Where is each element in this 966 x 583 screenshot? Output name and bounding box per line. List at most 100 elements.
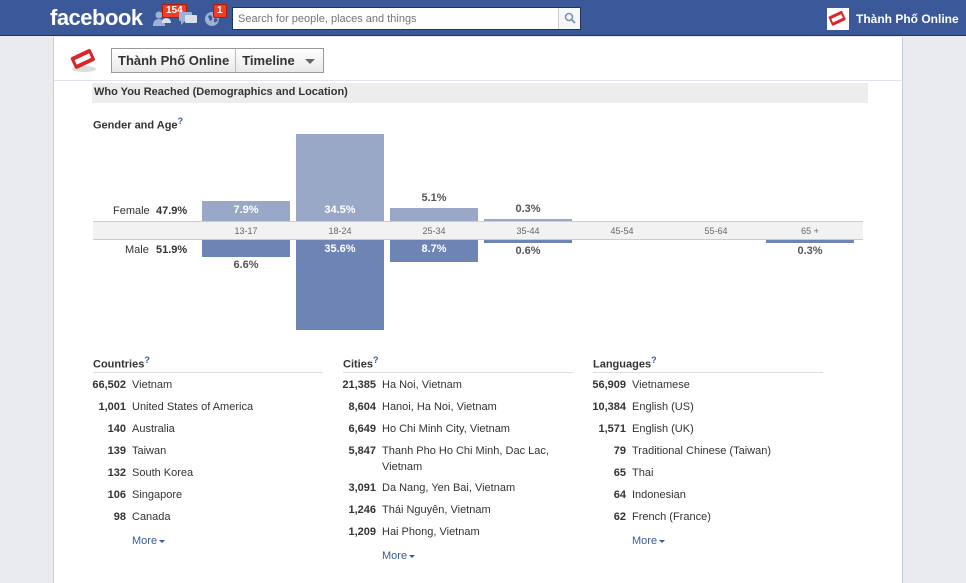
list-item: 65 Thai — [588, 461, 823, 483]
search-button[interactable] — [558, 8, 580, 29]
countries-more-link[interactable]: More — [132, 535, 323, 547]
item-count: 3,091 — [348, 482, 376, 494]
gender-age-chart: Female 47.9% Male 51.9% 13-17 7.9% 6.6% 18-… — [54, 37, 902, 583]
male-bar-label: 6.6% — [233, 258, 259, 271]
help-icon[interactable]: ? — [177, 116, 184, 126]
female-bar[interactable] — [484, 219, 572, 221]
item-label: French (France) — [632, 511, 711, 523]
list-item: 1,001 United States of America — [88, 395, 323, 417]
male-bar[interactable] — [202, 240, 290, 257]
cities-more-link[interactable]: More — [382, 550, 573, 562]
item-label: South Korea — [132, 467, 194, 479]
item-label: Vietnamese — [632, 379, 690, 391]
item-label: Vietnam — [132, 379, 173, 391]
item-label: Thái Nguyên, Vietnam — [382, 504, 491, 516]
tag-logo-icon — [70, 49, 96, 72]
item-count: 6,649 — [348, 423, 376, 435]
help-icon[interactable]: ? — [144, 355, 150, 365]
female-bar[interactable] — [202, 201, 290, 221]
male-bar-label: 0.3% — [797, 245, 823, 257]
item-label: Canada — [132, 511, 171, 523]
item-count: 79 — [613, 445, 626, 457]
search-icon — [564, 12, 576, 24]
list-item: 1,209 Hai Phong, Vietnam — [338, 520, 573, 542]
page-header: Thành Phố Online Timeline — [54, 37, 902, 81]
list-item: 64 Indonesian — [588, 483, 823, 505]
tag-logo-icon — [828, 10, 846, 26]
list-item: 21,385 Ha Noi, Vietnam — [338, 373, 573, 395]
cities-list: 21,385 Ha Noi, Vietnam 8,604 Hanoi, Ha Noi… — [338, 373, 573, 562]
item-count: 1,571 — [598, 423, 626, 435]
item-count: 56,909 — [592, 379, 626, 391]
male-bar[interactable] — [296, 240, 384, 330]
help-icon[interactable]: ? — [372, 355, 379, 365]
countries-title: Countries? — [93, 355, 323, 373]
item-label: Indonesian — [632, 489, 686, 501]
help-icon[interactable]: ? — [651, 355, 657, 365]
list-item: 3,091 Da Nang, Yen Bai, Vietnam — [338, 476, 573, 498]
item-label: Traditional Chinese (Taiwan) — [632, 445, 771, 457]
item-count: 1,209 — [348, 526, 376, 538]
male-label: Male — [125, 244, 149, 256]
male-bar[interactable] — [484, 240, 572, 243]
caret-down-icon — [409, 554, 416, 558]
more-label: More — [382, 550, 408, 562]
search-input[interactable] — [233, 8, 558, 29]
list-item: 139 Taiwan — [88, 439, 323, 461]
item-label: Ho Chi Minh City, Vietnam — [382, 423, 510, 435]
female-bar[interactable] — [390, 208, 478, 221]
countries-title-text: Countries — [93, 358, 145, 371]
item-count: 62 — [613, 511, 626, 523]
age-tick-label: 25-34 — [422, 226, 446, 236]
languages-title: Languages? — [593, 355, 823, 373]
male-bar[interactable] — [766, 240, 854, 243]
item-count: 10,384 — [592, 401, 626, 413]
profile-avatar — [827, 8, 849, 30]
item-label: English (US) — [632, 401, 694, 413]
male-bar-label: 35.6% — [324, 243, 356, 255]
age-tick-label: 65 + — [801, 226, 819, 236]
age-axis-band — [93, 221, 863, 240]
notifications-badge: 1 — [213, 4, 227, 18]
item-count: 132 — [107, 467, 126, 479]
age-tick-label: 55-64 — [704, 226, 728, 236]
item-label: Singapore — [132, 489, 183, 501]
caret-down-icon — [659, 539, 666, 543]
item-count: 140 — [107, 423, 126, 435]
friend-requests-jewel[interactable]: 154 — [152, 4, 187, 27]
section-title: Who You Reached (Demographics and Locati… — [92, 83, 868, 103]
female-bar[interactable] — [296, 133, 384, 221]
caret-down-icon — [159, 539, 166, 543]
male-bar[interactable] — [390, 240, 478, 262]
item-count: 65 — [613, 467, 626, 479]
age-tick-label: 45-54 — [610, 226, 634, 236]
item-count: 98 — [113, 511, 126, 523]
age-tick-label: 13-17 — [234, 226, 258, 236]
female-bar-label: 34.5% — [324, 204, 356, 216]
list-item: 62 French (France) — [588, 505, 823, 527]
page-icon[interactable] — [68, 44, 100, 76]
list-item: 56,909 Vietnamese — [588, 373, 823, 395]
item-count: 66,502 — [92, 379, 126, 391]
breadcrumb-page-name[interactable]: Thành Phố Online — [118, 53, 230, 68]
timeline-dropdown[interactable]: Timeline — [235, 49, 323, 72]
item-label: United States of America — [132, 401, 254, 413]
languages-more-link[interactable]: More — [632, 535, 823, 547]
timeline-label: Timeline — [242, 53, 295, 68]
item-count: 21,385 — [342, 379, 376, 391]
facebook-logo[interactable]: facebook — [50, 5, 143, 30]
item-label: Hai Phong, Vietnam — [382, 526, 480, 538]
list-item: 132 South Korea — [88, 461, 323, 483]
list-item: 106 Singapore — [88, 483, 323, 505]
item-label: Thai — [632, 467, 654, 479]
list-item: 5,847 Thanh Pho Ho Chi Minh, Dac Lac, Vie… — [338, 439, 573, 476]
gender-age-title: Gender and Age? — [93, 116, 183, 132]
female-label: Female — [113, 205, 150, 217]
male-total: 51.9% — [156, 244, 188, 256]
item-label: Thanh Pho Ho Chi Minh, Dac Lac, Vietnam — [382, 445, 549, 473]
item-label: Hanoi, Ha Noi, Vietnam — [382, 401, 497, 413]
notifications-jewel[interactable]: 1 — [203, 4, 227, 27]
messages-jewel[interactable] — [178, 9, 198, 27]
languages-title-text: Languages — [593, 358, 652, 371]
cities-title-text: Cities — [343, 358, 373, 371]
